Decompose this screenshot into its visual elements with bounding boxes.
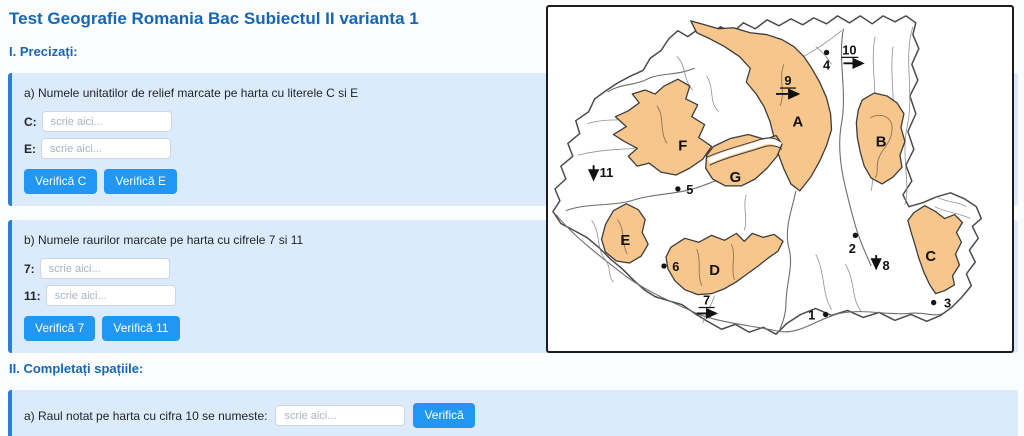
map-marker-dot-5: [675, 186, 681, 192]
verify-e-button[interactable]: Verifică E: [104, 169, 178, 194]
region-label-b: B: [876, 134, 887, 150]
field-row-7: 7:: [24, 258, 1004, 279]
map-marker-label-2: 2: [849, 241, 856, 256]
map-marker-label-11: 11: [600, 165, 614, 180]
verify-10-button[interactable]: Verifică: [413, 403, 475, 428]
region-label-a: A: [792, 115, 803, 131]
button-row-1b: Verifică 7 Verifică 11: [24, 316, 1004, 341]
field-row-c: C:: [24, 111, 1004, 132]
section-1-heading: I. Precizați:: [9, 44, 78, 59]
region-label-c: C: [925, 249, 936, 265]
map-marker-label-6: 6: [672, 259, 679, 274]
region-e-shape: [600, 203, 649, 264]
verify-c-button[interactable]: Verifică C: [24, 169, 98, 194]
region-label-e: E: [620, 233, 630, 249]
field-label-e: E:: [24, 141, 36, 156]
question-2a-row: a) Raul notat pe harta cu cifra 10 se nu…: [24, 403, 1004, 428]
field-label-11: 11:: [24, 288, 41, 303]
page-title: Test Geografie Romania Bac Subiectul II …: [9, 9, 419, 28]
map-marker-dot-3: [930, 299, 937, 306]
map-marker-dot-6: [661, 263, 667, 269]
romania-map-svg: A B C D E F G 1 2 3 4 5: [552, 15, 983, 335]
relief-regions: [600, 20, 964, 296]
romania-map: A B C D E F G 1 2 3 4 5: [546, 5, 1014, 353]
region-label-g: G: [730, 170, 742, 186]
map-marker-dot-1: [822, 311, 829, 318]
answer-input-e[interactable]: [41, 138, 171, 159]
answer-input-10[interactable]: [275, 405, 406, 426]
map-marker-label-5: 5: [686, 182, 693, 197]
field-label-7: 7:: [24, 261, 35, 276]
map-marker-label-9: 9: [784, 73, 791, 88]
map-marker-label-1: 1: [808, 307, 815, 322]
region-b-shape: [855, 92, 906, 185]
region-c-shape: [907, 205, 964, 295]
map-markers: 1 2 3 4 5 6 7 8 9 10: [587, 42, 951, 322]
field-label-c: C:: [24, 114, 37, 129]
map-marker-label-3: 3: [944, 296, 951, 311]
region-label-d: D: [709, 263, 720, 279]
map-marker-dot-2: [852, 232, 859, 239]
map-marker-label-8: 8: [883, 258, 890, 273]
region-a-shape: [690, 20, 833, 192]
map-marker-label-10: 10: [842, 42, 856, 57]
answer-input-7[interactable]: [39, 258, 170, 279]
region-d-shape: [665, 232, 784, 296]
map-marker-label-7: 7: [703, 293, 710, 308]
region-labels: A B C D E F G: [620, 115, 936, 279]
verify-7-button[interactable]: Verifică 7: [24, 316, 96, 341]
question-1b-text: b) Numele raurilor marcate pe harta cu c…: [24, 233, 304, 247]
answer-input-c[interactable]: [41, 111, 172, 132]
country-outline: [552, 15, 983, 335]
map-marker-label-4: 4: [823, 57, 831, 72]
question-1a-text: a) Numele unitatilor de relief marcate p…: [24, 86, 359, 100]
map-marker-dot-4: [823, 49, 830, 56]
panel-question-2a: a) Raul notat pe harta cu cifra 10 se nu…: [8, 390, 1018, 436]
section-2-heading: II. Completați spațiile:: [9, 361, 144, 376]
question-2a-text: a) Raul notat pe harta cu cifra 10 se nu…: [24, 408, 268, 423]
button-row-1a: Verifică C Verifică E: [24, 169, 1004, 194]
field-row-e: E:: [24, 138, 1004, 159]
answer-input-11[interactable]: [45, 285, 176, 306]
region-label-f: F: [678, 138, 687, 154]
field-row-11: 11:: [24, 285, 1004, 306]
verify-11-button[interactable]: Verifică 11: [102, 316, 180, 341]
